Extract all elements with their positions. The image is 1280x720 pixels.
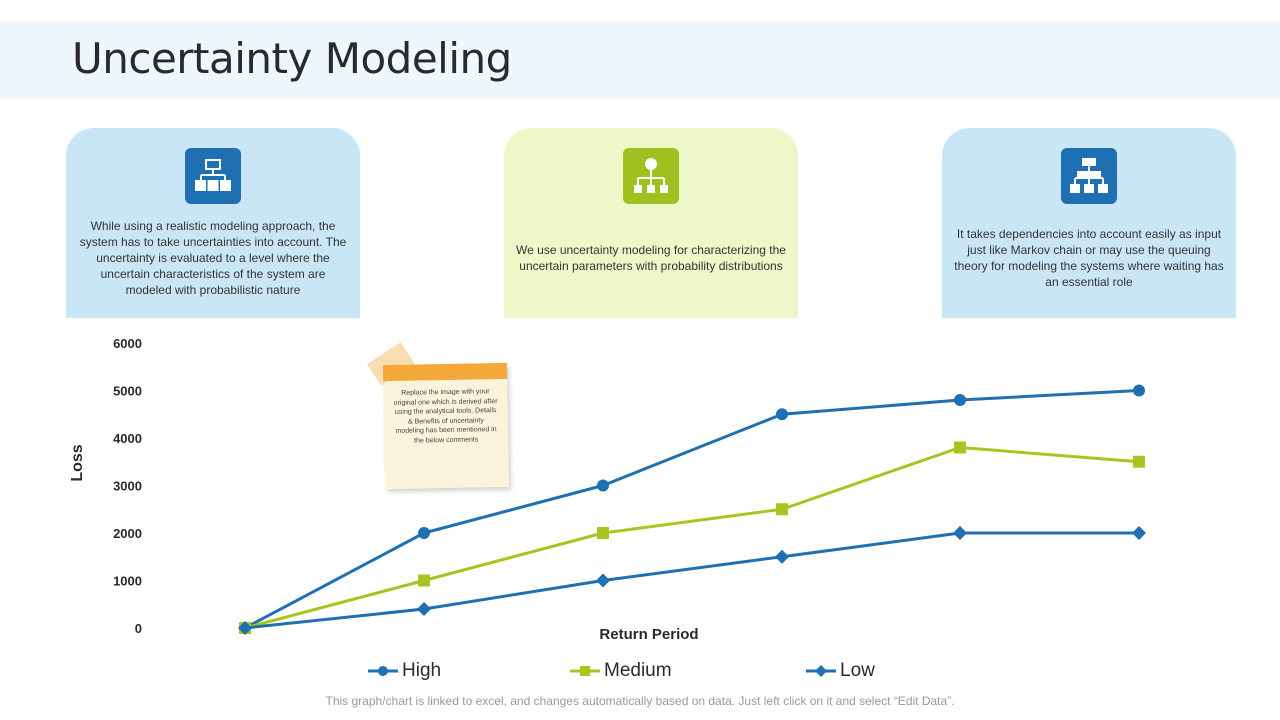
y-tick-label: 6000 [113,336,142,351]
data-point-high [597,479,609,492]
card-text: While using a realistic modeling approac… [79,219,347,297]
data-point-low [596,573,610,588]
info-card-3: It takes dependencies into account easil… [942,128,1236,318]
y-tick-label: 0 [135,621,142,636]
legend-item-high: High [368,660,441,682]
legend-label: Medium [604,660,672,681]
footer-note: This graph/chart is linked to excel, and… [325,694,955,708]
y-tick-label: 4000 [113,431,142,446]
info-card-1: While using a realistic modeling approac… [66,128,360,318]
page-title: Uncertainty Modeling [72,34,512,83]
legend-item-low: Low [806,660,875,682]
data-point-high [954,394,966,406]
legend-item-medium: Medium [570,660,672,682]
flowchart-icon [1061,148,1117,204]
y-tick-label: 2000 [113,526,142,541]
hierarchy-blocks-icon [185,148,241,204]
note-header-bar [382,362,508,382]
legend-marker-diamond-icon [806,665,836,677]
title-band [0,22,1280,98]
sticky-note: Replace the image with your original one… [367,342,510,490]
x-axis-label: Return Period [599,626,698,643]
data-point-medium [597,527,609,539]
data-point-low [417,602,431,616]
series-line-high [244,389,1140,630]
card-text: We use uncertainty modeling for characte… [516,243,786,273]
info-card-2: We use uncertainty modeling for characte… [504,128,798,318]
data-point-low [1132,526,1146,540]
series-line-medium [244,446,1140,630]
data-point-medium [776,503,788,516]
note-text: Replace the image with your original one… [393,388,498,445]
data-point-low [775,549,789,564]
card-text: It takes dependencies into account easil… [954,227,1224,289]
y-tick-label: 1000 [113,574,142,589]
data-point-high [776,408,788,421]
data-point-medium [954,441,966,454]
data-point-low [238,621,252,635]
data-point-medium [418,574,430,587]
legend-label: High [402,660,442,681]
legend-label: Low [840,660,875,681]
series-line-low [244,531,1139,630]
org-chart-icon [623,148,679,204]
y-tick-label: 5000 [113,384,142,399]
y-axis-label: Loss [69,444,86,481]
legend-marker-circle-icon [368,666,398,676]
data-point-high [1133,384,1145,397]
data-point-low [953,526,967,540]
y-tick-label: 3000 [113,479,142,494]
data-point-high [418,527,430,539]
legend-marker-square-icon [570,666,600,676]
data-point-medium [1133,455,1145,468]
